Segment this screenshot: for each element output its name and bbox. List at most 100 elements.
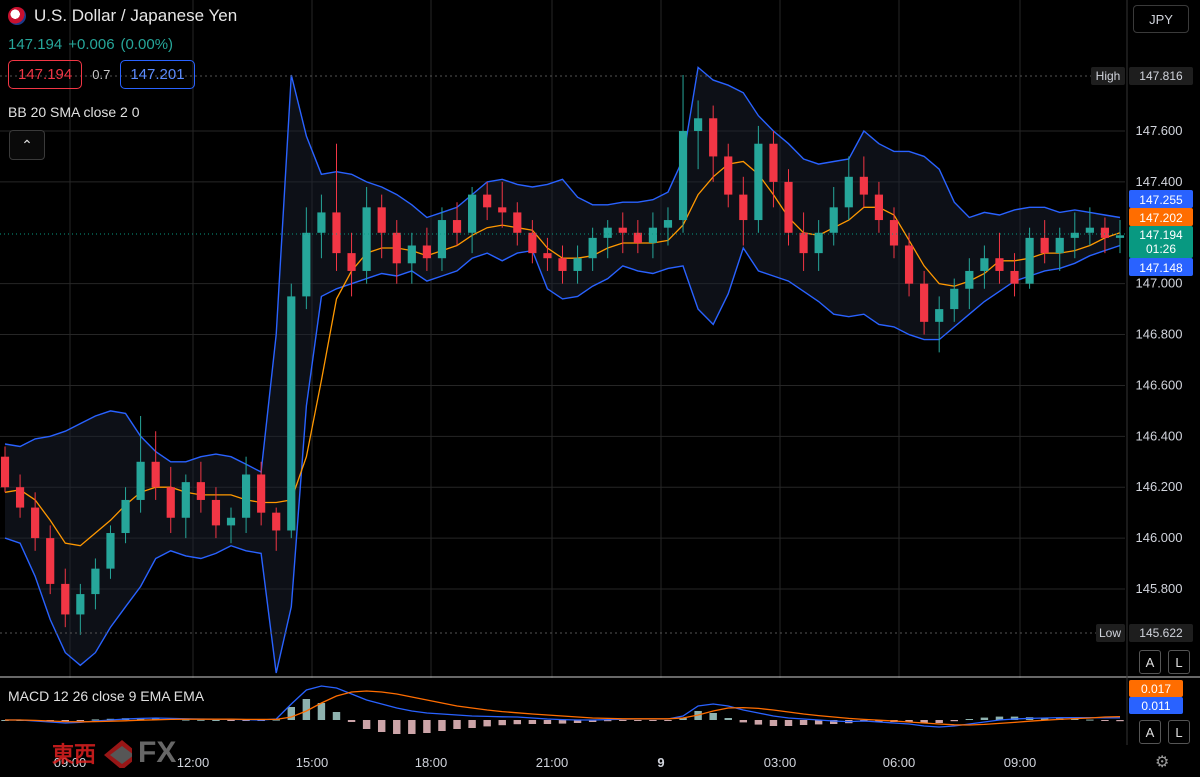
macd-histogram-bar: [619, 720, 627, 721]
macd-histogram-bar: [1071, 719, 1079, 720]
macd-histogram-bar: [287, 707, 296, 720]
candle-body: [1070, 232, 1079, 238]
spread-value: 0.7: [92, 67, 111, 82]
log-scale-button[interactable]: L: [1168, 650, 1190, 674]
candle-body: [995, 258, 1004, 271]
macd-histogram-bar: [136, 718, 145, 720]
macd-histogram-bar: [438, 720, 446, 731]
bb-lower-line: [4, 244, 1121, 674]
candle-body: [1085, 227, 1094, 233]
macd-histogram-bar: [393, 720, 401, 734]
macd-histogram-bar: [875, 720, 883, 722]
candle-body: [889, 220, 899, 246]
watermark-logo: 東西 FX: [52, 736, 176, 770]
macd-histogram-bar: [829, 720, 838, 724]
candle-body: [332, 212, 341, 254]
candle-body: [859, 176, 868, 195]
bb-lower-value: 147.148: [1139, 261, 1183, 275]
macd-histogram-bar: [453, 720, 461, 729]
candle-body: [46, 538, 55, 584]
low-label: Low: [1099, 626, 1121, 640]
y-tick-label: 147.600: [1136, 123, 1183, 138]
candle-body: [136, 461, 145, 500]
y-tick-label: 146.200: [1136, 479, 1183, 494]
macd-histogram-bar: [1086, 719, 1094, 721]
macd-histogram-bar: [468, 720, 476, 728]
macd-histogram-bar: [980, 717, 989, 720]
macd-histogram-bar: [1101, 720, 1109, 721]
candles: [0, 75, 1125, 635]
price-tags: High 147.816 Low 145.622 147.255 147.202…: [0, 67, 1193, 714]
currency-button[interactable]: JPY: [1133, 5, 1189, 33]
collapse-indicators-button[interactable]: ⌃: [9, 130, 45, 160]
macd-histogram-bar: [182, 719, 190, 721]
candle-body: [950, 288, 959, 310]
macd-histogram-bar: [91, 719, 100, 721]
candle-body: [15, 487, 25, 508]
candle-body: [1115, 235, 1125, 238]
macd-histogram-bar: [603, 720, 612, 722]
candle-body: [603, 227, 612, 238]
bb-lower-tag: [1129, 258, 1193, 276]
macd-log-scale-button[interactable]: L: [1168, 720, 1190, 744]
candle-body: [272, 512, 281, 531]
macd-auto-scale-button[interactable]: A: [1139, 720, 1161, 744]
countdown-value: 01:26: [1146, 242, 1176, 256]
candle-body: [1025, 237, 1034, 284]
macd-histogram-bar: [543, 720, 552, 724]
candle-body: [543, 253, 552, 259]
macd-legend[interactable]: MACD 12 26 close 9 EMA EMA: [8, 688, 205, 704]
symbol-header[interactable]: U.S. Dollar / Japanese Yen: [8, 6, 237, 26]
price-change-row: 147.194 +0.006 (0.00%): [8, 36, 179, 53]
candle-body: [739, 194, 748, 221]
candle-body: [573, 258, 582, 271]
candle-body: [61, 583, 70, 615]
candle-body: [648, 227, 657, 243]
candle-body: [980, 258, 989, 271]
candle-body: [769, 143, 778, 182]
auto-scale-button[interactable]: A: [1139, 650, 1161, 674]
macd-histogram-bar: [197, 719, 205, 721]
candle-body: [347, 253, 356, 271]
candle-body: [106, 533, 115, 569]
macd-histogram-bar: [784, 720, 793, 726]
macd-histogram-bar: [513, 720, 522, 725]
y-tick-label: 146.600: [1136, 377, 1183, 392]
settings-gear-icon[interactable]: ⚙: [1155, 754, 1170, 771]
macd-histogram-bar: [423, 720, 431, 733]
x-axis: 09:00 12:00 15:00 18:00 21:00 9 03:00 06:00 09:0…: [54, 755, 1037, 770]
low-value: 145.622: [1139, 626, 1183, 640]
macd-histogram-bar: [362, 720, 371, 729]
candle-body: [211, 499, 221, 526]
y-tick-label: 146.400: [1136, 428, 1183, 443]
candle-body: [874, 194, 884, 221]
sell-button[interactable]: 147.194: [8, 60, 83, 89]
bb-legend[interactable]: BB 20 SMA close 2 0: [8, 104, 140, 120]
macd-histogram-bar: [61, 720, 69, 722]
buy-button[interactable]: 147.201: [120, 60, 195, 89]
candle-body: [935, 309, 944, 322]
candle-body: [1040, 237, 1049, 254]
high-value: 147.816: [1139, 69, 1183, 83]
x-tick-label: 09:00: [54, 755, 87, 770]
candle-body: [904, 245, 914, 284]
macd-histogram-bar: [212, 720, 220, 721]
candle-body: [196, 482, 205, 500]
macd-histogram-bar: [347, 720, 356, 722]
candle-body: [392, 232, 401, 264]
candle-body: [829, 207, 838, 233]
last-price-value: 147.194: [1139, 228, 1183, 242]
y-tick-label: 146.000: [1136, 530, 1183, 545]
candle-body: [483, 194, 492, 208]
price-change-pct: (0.00%): [120, 36, 174, 53]
macd-pane: [0, 678, 1200, 777]
candle-body: [663, 220, 673, 228]
macd-line-tag: [1129, 697, 1183, 714]
candle-body: [166, 487, 175, 518]
macd-histogram-bar: [272, 719, 280, 721]
x-tick-label: 06:00: [883, 755, 916, 770]
candle-body: [437, 220, 447, 259]
macd-histogram-bar: [754, 720, 763, 725]
